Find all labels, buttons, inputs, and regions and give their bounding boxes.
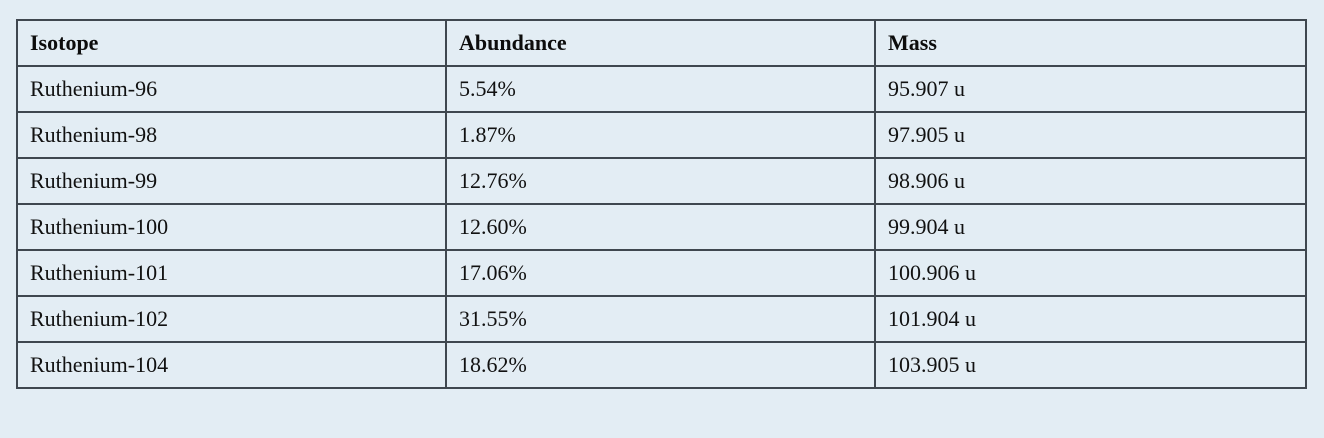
mass-cell: 95.907 u <box>874 65 1307 113</box>
isotope-cell: Ruthenium-98 <box>16 111 447 159</box>
isotope-cell: Ruthenium-101 <box>16 249 447 297</box>
abundance-cell: 17.06% <box>445 249 876 297</box>
isotope-cell: Ruthenium-99 <box>16 157 447 205</box>
mass-cell: 100.906 u <box>874 249 1307 297</box>
table-row: Ruthenium-100 12.60% 99.904 u <box>16 203 1307 251</box>
table-row: Ruthenium-101 17.06% 100.906 u <box>16 249 1307 297</box>
isotope-table: Isotope Abundance Mass Ruthenium-96 5.54… <box>16 19 1307 389</box>
abundance-cell: 5.54% <box>445 65 876 113</box>
mass-cell: 98.906 u <box>874 157 1307 205</box>
table-row: Ruthenium-99 12.76% 98.906 u <box>16 157 1307 205</box>
abundance-cell: 12.76% <box>445 157 876 205</box>
table-row: Ruthenium-102 31.55% 101.904 u <box>16 295 1307 343</box>
abundance-cell: 12.60% <box>445 203 876 251</box>
mass-cell: 99.904 u <box>874 203 1307 251</box>
column-header-mass: Mass <box>874 19 1307 67</box>
isotope-cell: Ruthenium-96 <box>16 65 447 113</box>
table-row: Ruthenium-98 1.87% 97.905 u <box>16 111 1307 159</box>
isotope-cell: Ruthenium-104 <box>16 341 447 389</box>
mass-cell: 103.905 u <box>874 341 1307 389</box>
table-row: Ruthenium-96 5.54% 95.907 u <box>16 65 1307 113</box>
table-row: Ruthenium-104 18.62% 103.905 u <box>16 341 1307 389</box>
abundance-cell: 1.87% <box>445 111 876 159</box>
isotope-cell: Ruthenium-100 <box>16 203 447 251</box>
mass-cell: 97.905 u <box>874 111 1307 159</box>
isotope-table-container: Isotope Abundance Mass Ruthenium-96 5.54… <box>16 19 1307 389</box>
abundance-cell: 18.62% <box>445 341 876 389</box>
abundance-cell: 31.55% <box>445 295 876 343</box>
column-header-abundance: Abundance <box>445 19 876 67</box>
mass-cell: 101.904 u <box>874 295 1307 343</box>
column-header-isotope: Isotope <box>16 19 447 67</box>
table-header-row: Isotope Abundance Mass <box>16 19 1307 67</box>
isotope-cell: Ruthenium-102 <box>16 295 447 343</box>
